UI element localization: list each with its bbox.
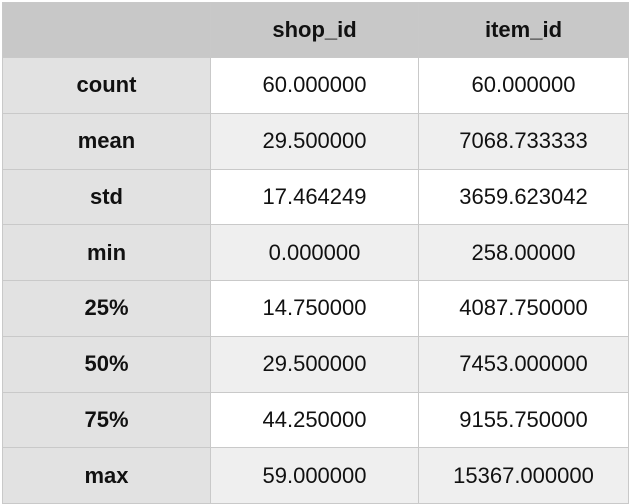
table-row: min 0.000000 258.00000	[2, 224, 629, 281]
header-row: shop_id item_id	[2, 2, 629, 58]
header-cell-item-id: item_id	[418, 2, 629, 58]
cell-shop-id: 29.500000	[210, 112, 419, 170]
cell-item-id: 7068.733333	[418, 112, 629, 170]
row-label: max	[2, 447, 211, 504]
cell-item-id: 7453.000000	[418, 335, 629, 393]
cell-shop-id: 29.500000	[210, 335, 419, 393]
cell-item-id: 4087.750000	[418, 280, 629, 337]
cell-item-id: 3659.623042	[418, 168, 629, 226]
row-label: std	[2, 168, 211, 226]
cell-shop-id: 44.250000	[210, 391, 419, 449]
row-label: min	[2, 224, 211, 281]
row-label: count	[2, 57, 211, 114]
table-row: 50% 29.500000 7453.000000	[2, 335, 629, 393]
table-header: shop_id item_id	[2, 2, 629, 58]
cell-shop-id: 60.000000	[210, 57, 419, 114]
row-label: 75%	[2, 391, 211, 449]
table-row: 75% 44.250000 9155.750000	[2, 391, 629, 449]
cell-shop-id: 0.000000	[210, 224, 419, 281]
cell-item-id: 9155.750000	[418, 391, 629, 449]
header-cell-shop-id: shop_id	[210, 2, 419, 58]
cell-item-id: 258.00000	[418, 224, 629, 281]
table-row: 25% 14.750000 4087.750000	[2, 280, 629, 337]
table-row: max 59.000000 15367.000000	[2, 447, 629, 504]
cell-shop-id: 59.000000	[210, 447, 419, 504]
table-row: std 17.464249 3659.623042	[2, 168, 629, 226]
row-label: 50%	[2, 335, 211, 393]
table-row: mean 29.500000 7068.733333	[2, 112, 629, 170]
table-body: count 60.000000 60.000000 mean 29.500000…	[2, 57, 629, 504]
cell-shop-id: 17.464249	[210, 168, 419, 226]
cell-item-id: 15367.000000	[418, 447, 629, 504]
cell-item-id: 60.000000	[418, 57, 629, 114]
row-label: 25%	[2, 280, 211, 337]
header-cell-index	[2, 2, 211, 58]
cell-shop-id: 14.750000	[210, 280, 419, 337]
table-row: count 60.000000 60.000000	[2, 57, 629, 114]
row-label: mean	[2, 112, 211, 170]
